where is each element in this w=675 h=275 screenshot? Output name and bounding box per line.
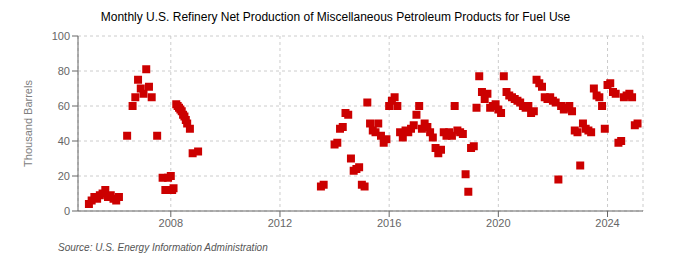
- svg-text:2012: 2012: [268, 217, 292, 229]
- svg-text:80: 80: [58, 65, 70, 77]
- svg-text:2024: 2024: [595, 217, 619, 229]
- html-text:Source: U.S. Energy Informatio: Source: U.S. Energy Information Administ…: [58, 242, 268, 253]
- svg-text:100: 100: [52, 30, 70, 42]
- svg-text:2016: 2016: [377, 217, 401, 229]
- svg-text:Thousand Barrels: Thousand Barrels: [22, 80, 34, 167]
- svg-text:2008: 2008: [159, 217, 183, 229]
- svg-text:2020: 2020: [486, 217, 510, 229]
- svg-text:20: 20: [58, 170, 70, 182]
- html-text:Monthly U.S. Refinery Net Prod: Monthly U.S. Refinery Net Production of …: [100, 10, 571, 24]
- svg-text:60: 60: [58, 100, 70, 112]
- svg-text:40: 40: [58, 135, 70, 147]
- svg-text:0: 0: [64, 205, 70, 217]
